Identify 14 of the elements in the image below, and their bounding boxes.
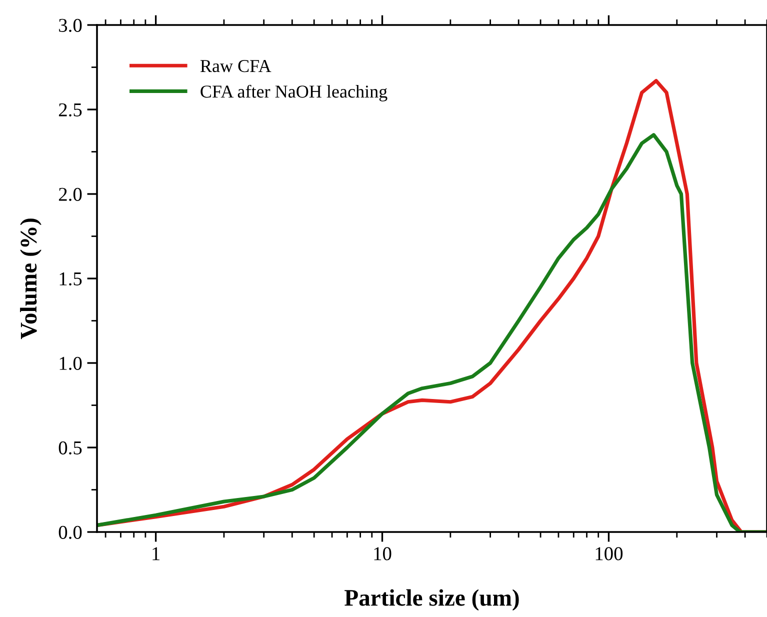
y-tick-label: 2.5: [58, 103, 82, 117]
y-tick-label: 0.5: [58, 441, 82, 455]
y-tick-label: 1.0: [60, 356, 82, 370]
legend-label: CFA after NaOH leaching: [200, 84, 388, 102]
x-tick-label: 10: [374, 547, 392, 560]
y-tick-label: 2.0: [58, 188, 82, 202]
y-axis-title: Volume (%): [20, 218, 42, 340]
y-tick-label: 1.5: [60, 272, 82, 286]
y-tick-label: 3.0: [59, 18, 82, 32]
x-tick-label: 1: [152, 547, 160, 560]
y-tick-label: 0.0: [58, 526, 82, 540]
x-tick-label: 100: [596, 547, 623, 560]
x-axis-title: Particle size (um): [344, 589, 519, 611]
legend-label: Raw CFA: [200, 60, 272, 72]
